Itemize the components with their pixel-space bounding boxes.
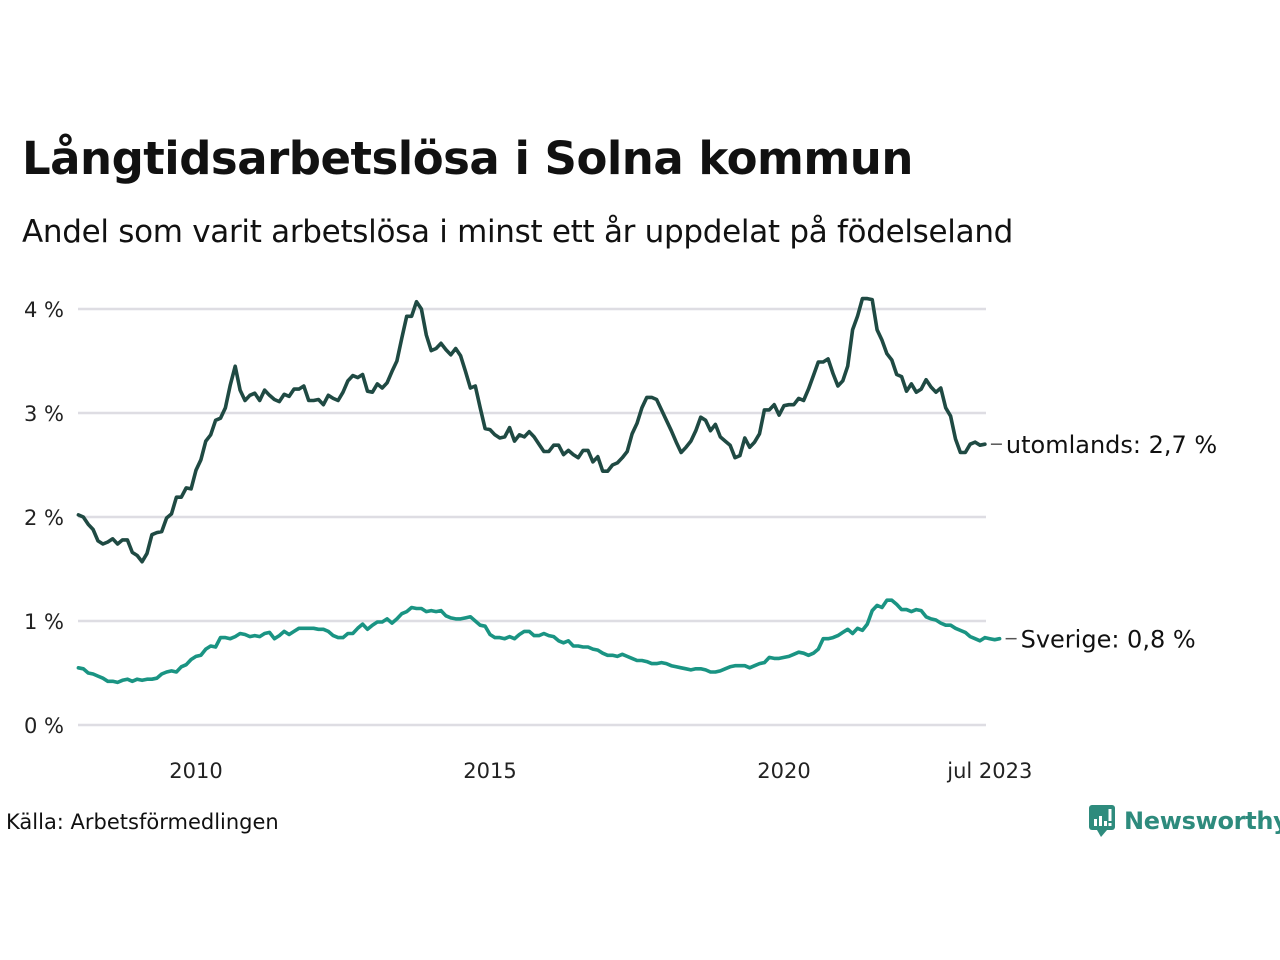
series-line-utomlands <box>76 296 987 564</box>
y-tick-label: 1 % <box>24 610 64 634</box>
y-axis-ticks: 0 % 1 % 2 % 3 % 4 % <box>24 298 64 738</box>
y-tick-label: 2 % <box>24 506 64 530</box>
x-tick-label: 2015 <box>463 759 516 783</box>
series-end-label: utomlands: 2,7 % <box>1006 431 1217 459</box>
series-lines <box>76 296 1002 685</box>
chart-title: Långtidsarbetslösa i Solna kommun <box>22 132 913 185</box>
x-axis-ticks: 2010 2015 2020 jul 2023 <box>169 759 1032 783</box>
x-tick-label: jul 2023 <box>946 759 1032 783</box>
y-tick-label: 0 % <box>24 714 64 738</box>
y-tick-label: 3 % <box>24 402 64 426</box>
brand-name: Newsworthy <box>1124 807 1280 835</box>
x-tick-label: 2010 <box>169 759 222 783</box>
series-end-labels: utomlands: 2,7 % Sverige: 0,8 % <box>990 431 1217 654</box>
chart-subtitle: Andel som varit arbetslösa i minst ett å… <box>22 214 1014 250</box>
source-note: Källa: Arbetsförmedlingen <box>6 810 279 834</box>
x-tick-label: 2020 <box>757 759 810 783</box>
gridlines <box>78 307 986 727</box>
brand-logo: Newsworthy <box>1088 804 1280 838</box>
y-tick-label: 4 % <box>24 298 64 322</box>
line-chart: 0 % 1 % 2 % 3 % 4 % 2010 2015 2020 jul 2023 uto… <box>24 296 1217 783</box>
chart-bubble-icon <box>1089 805 1115 837</box>
series-line-sverige <box>76 598 1002 685</box>
series-end-label: Sverige: 0,8 % <box>1021 626 1196 654</box>
